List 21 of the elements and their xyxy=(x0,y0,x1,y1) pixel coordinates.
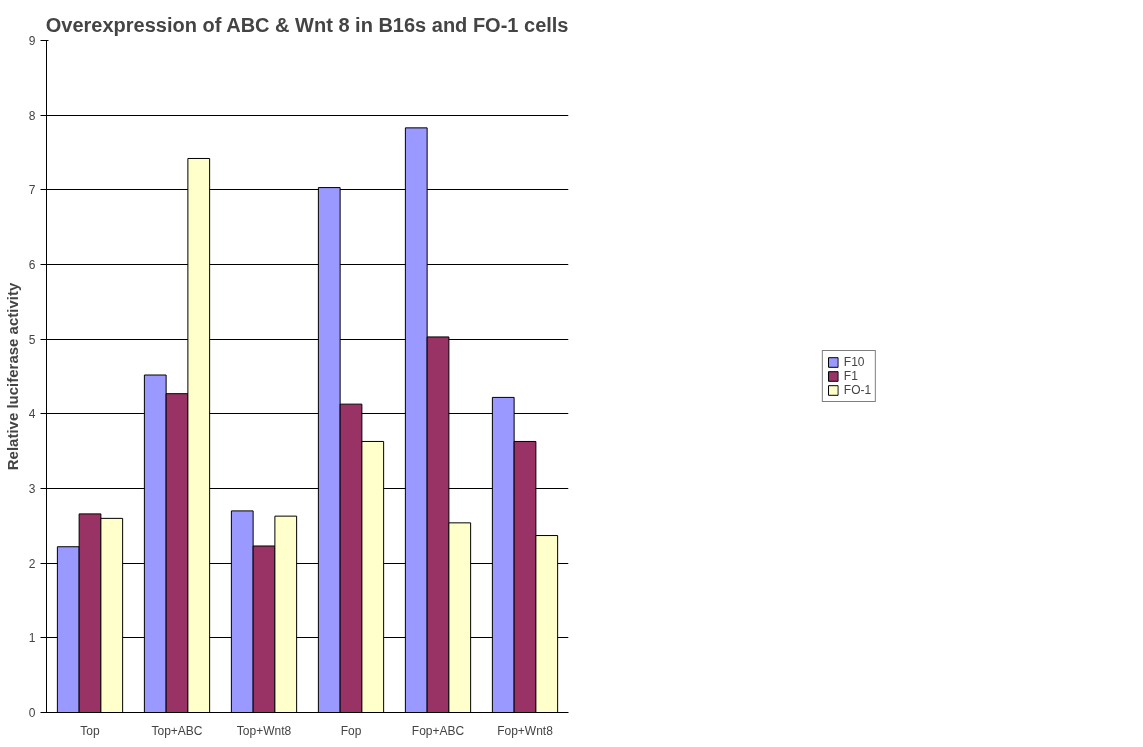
y-tick-label: 9 xyxy=(28,34,36,48)
y-tick-label: 7 xyxy=(28,183,36,198)
y-tick-label: 5 xyxy=(28,332,36,347)
y-tick-label: 8 xyxy=(28,108,36,123)
x-tick-label: Fop+Wnt8 xyxy=(497,723,554,738)
y-tick-label: 0 xyxy=(28,706,36,720)
x-tick-label: Fop+ABC xyxy=(411,723,465,738)
legend-label: F10 xyxy=(843,355,865,369)
legend-label: F1 xyxy=(843,369,859,383)
x-tick-label: Top xyxy=(80,723,100,738)
x-tick-label: Top+ABC xyxy=(151,723,203,738)
y-tick-label: 6 xyxy=(28,258,36,272)
legend-label: FO-1 xyxy=(843,383,872,397)
y-axis-title: Relative luciferase activity xyxy=(3,282,21,471)
x-tick-label: Top+Wnt8 xyxy=(236,723,292,738)
chart-title: Overexpression of ABC & Wnt 8 in B16s and FO-1 cells xyxy=(45,13,569,36)
y-tick-label: 4 xyxy=(28,407,36,422)
y-tick-label: 2 xyxy=(28,556,36,571)
y-tick-label: 3 xyxy=(28,482,36,496)
y-tick-label: 1 xyxy=(28,631,36,646)
x-tick-label: Fop xyxy=(340,723,362,738)
